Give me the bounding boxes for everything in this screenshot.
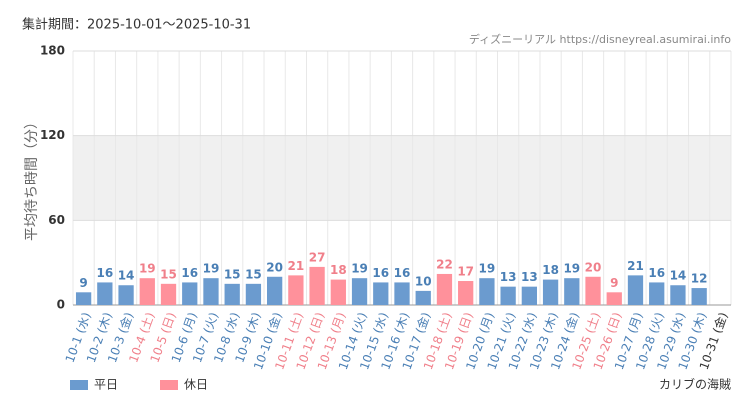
bar: [245, 283, 262, 305]
legend-label: 平日: [94, 378, 118, 392]
legend-swatch: [70, 380, 88, 390]
chart-title: 集計期間：2025-10-01〜2025-10-31: [22, 17, 251, 33]
data-label: 10: [415, 274, 432, 288]
data-label: 15: [224, 267, 241, 281]
data-label: 16: [96, 266, 113, 280]
data-label: 13: [500, 270, 517, 284]
bar: [691, 288, 707, 305]
bar: [542, 279, 559, 305]
data-label: 16: [372, 266, 389, 280]
bar: [267, 276, 283, 305]
data-label: 16: [648, 266, 665, 280]
bar: [224, 283, 240, 305]
y-tick-label: 60: [48, 213, 65, 227]
legend-label: 休日: [184, 378, 208, 392]
bar: [564, 278, 580, 305]
data-label: 13: [521, 270, 538, 284]
data-label: 19: [479, 262, 496, 276]
data-label: 19: [351, 262, 368, 276]
data-label: 12: [691, 272, 708, 286]
data-label: 18: [542, 263, 559, 277]
data-label: 19: [203, 262, 220, 276]
y-tick-label: 0: [57, 298, 65, 312]
bar: [203, 278, 219, 305]
bar: [351, 278, 368, 305]
bar: [606, 292, 622, 305]
bar: [288, 275, 304, 305]
data-label: 21: [288, 259, 305, 273]
data-label: 9: [610, 276, 618, 290]
data-label: 15: [245, 267, 262, 281]
bar: [97, 282, 113, 305]
bar: [479, 278, 495, 305]
y-tick-label: 120: [40, 128, 65, 142]
data-label: 16: [181, 266, 198, 280]
data-label: 27: [309, 250, 326, 264]
y-axis-label: 平均待ち時間（分）: [24, 115, 40, 241]
bar: [394, 282, 410, 305]
data-label: 14: [118, 269, 135, 283]
data-label: 21: [627, 259, 644, 273]
bar: [309, 266, 325, 305]
bar: [373, 282, 389, 305]
data-label: 19: [563, 262, 580, 276]
source: ディズニーリアル https://disneyreal.asumirai.inf…: [469, 32, 731, 46]
data-label: 9: [79, 276, 87, 290]
bar: [160, 283, 177, 305]
bar: [75, 292, 92, 305]
data-label: 20: [266, 260, 283, 274]
bar: [627, 275, 644, 305]
bar: [330, 279, 346, 305]
bar: [500, 286, 516, 305]
y-tick-label: 180: [40, 44, 65, 58]
bar: [585, 276, 601, 305]
bar: [670, 285, 686, 305]
bar: [415, 290, 431, 305]
data-label: 16: [394, 266, 411, 280]
data-label: 20: [585, 260, 602, 274]
attraction-name: カリブの海賊: [659, 377, 731, 392]
bar: [118, 285, 134, 305]
bar: [521, 286, 537, 305]
bar: [436, 273, 453, 305]
plot-band: [73, 135, 731, 221]
bar: [139, 278, 155, 305]
data-label: 18: [330, 263, 347, 277]
data-label: 17: [457, 265, 474, 279]
legend-swatch: [160, 380, 178, 390]
data-label: 14: [670, 269, 687, 283]
bar: [458, 281, 474, 305]
bar: [649, 282, 665, 305]
bar: [182, 282, 198, 305]
data-label: 15: [160, 267, 177, 281]
data-label: 22: [436, 257, 453, 271]
data-label: 19: [139, 262, 156, 276]
